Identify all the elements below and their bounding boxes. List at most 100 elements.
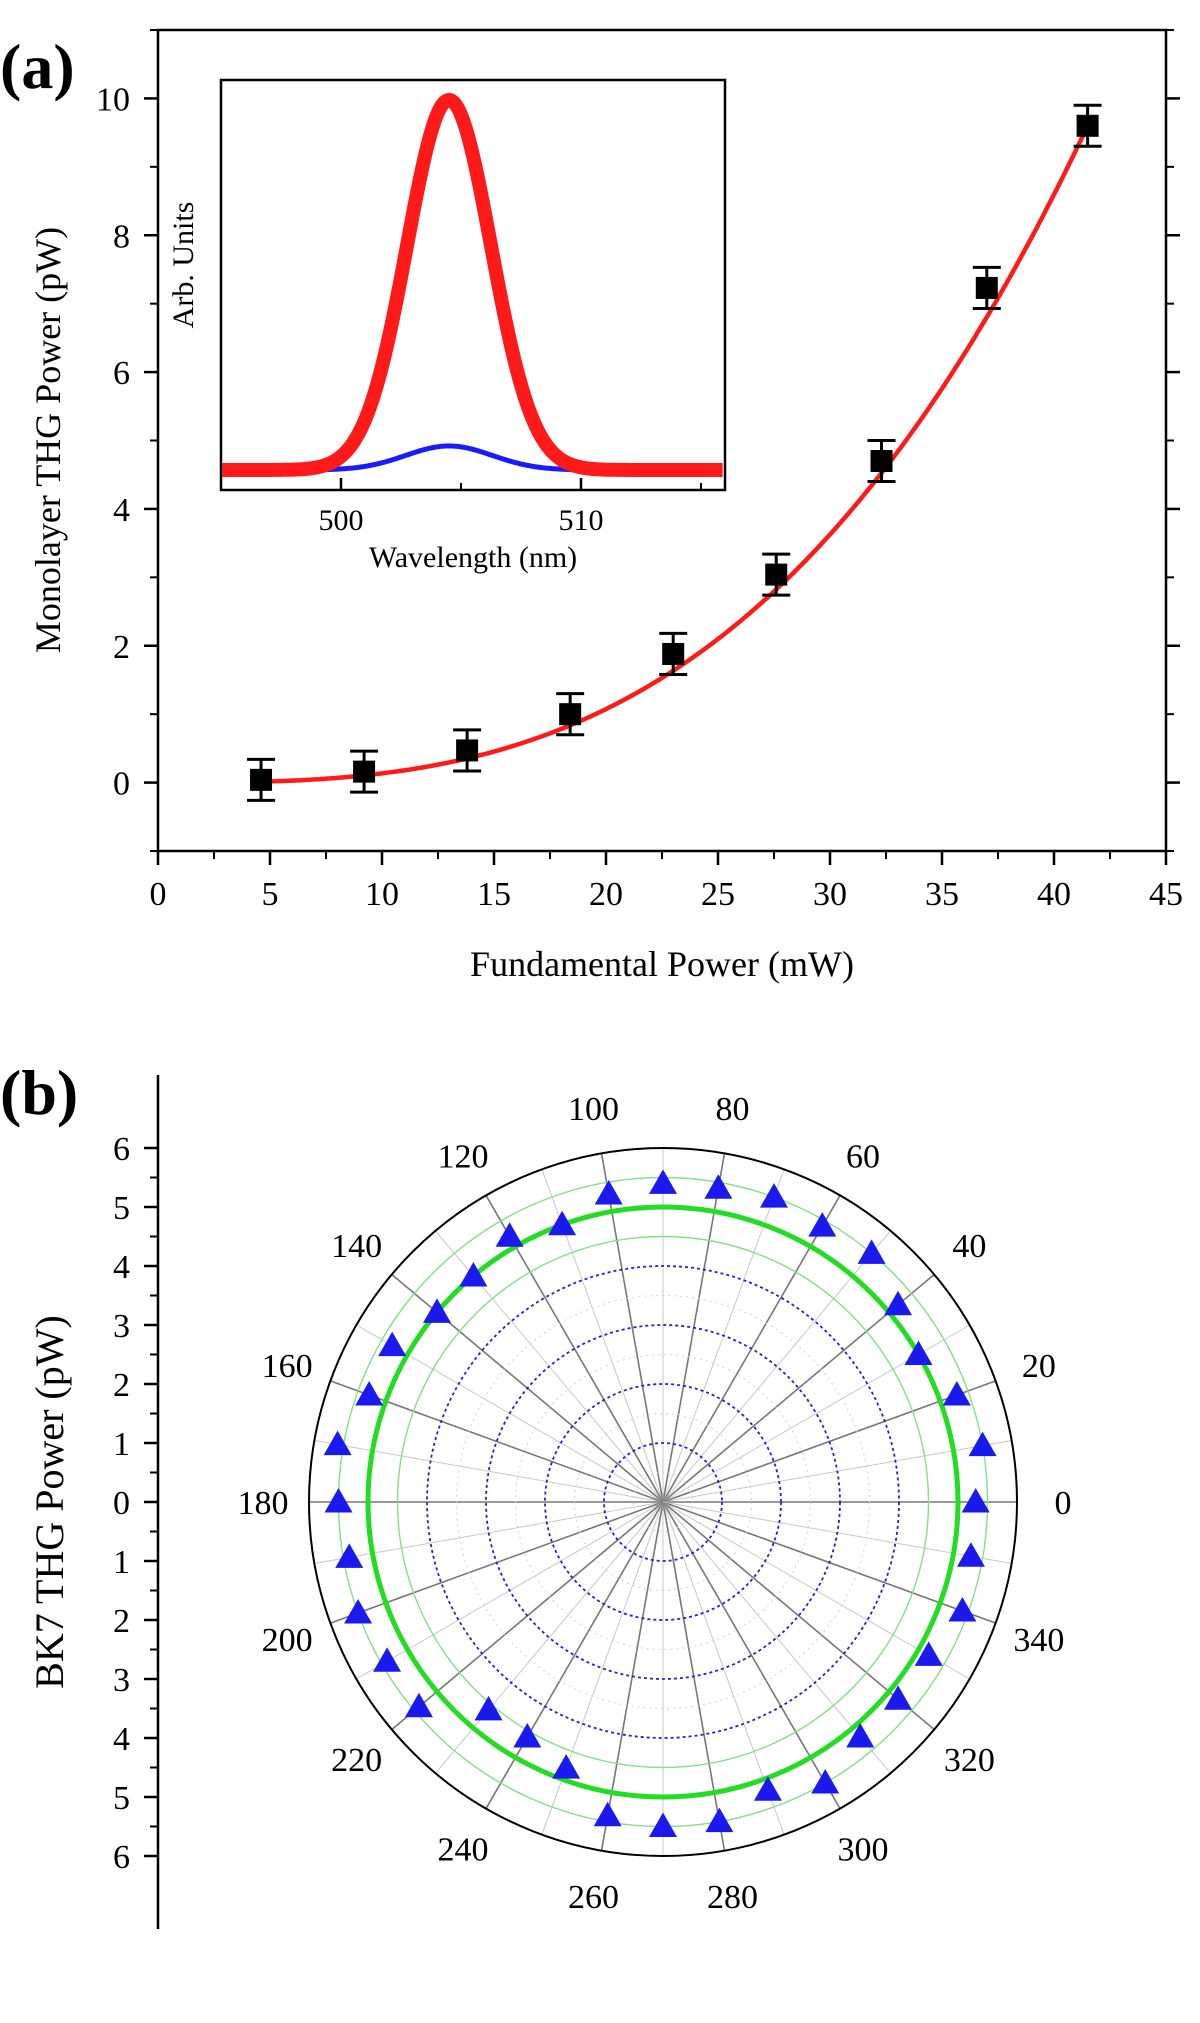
triangle-marker [404,1692,433,1718]
polar-ring-major [426,1265,900,1739]
y-tick-label: 0 [113,766,130,803]
panel-a-fit-curve [260,120,1092,784]
inset-x-tick-label: 510 [559,504,604,537]
polar-ring-minor [515,1354,811,1650]
square-marker [353,760,376,783]
radial-tick-label: 5 [113,1780,130,1817]
radial-tick-label: 4 [113,1249,130,1286]
radial-tick-label: 2 [113,1603,130,1640]
triangle-marker [548,1210,577,1236]
x-tick-label: 25 [701,876,735,913]
angle-label: 180 [238,1485,289,1522]
angle-label: 220 [331,1742,382,1779]
triangle-marker [948,1596,977,1622]
triangle-marker [373,1647,402,1672]
radial-tick-label: 4 [113,1721,130,1758]
triangle-marker [594,1180,623,1205]
angle-label: 140 [331,1228,382,1265]
triangle-marker [961,1488,990,1513]
radial-tick-label: 1 [113,1544,130,1581]
triangle-marker [495,1222,524,1247]
x-tick-label: 45 [1149,876,1183,913]
inset-x-ticks: 500 510 [319,478,702,537]
data-point [1073,103,1102,148]
data-point [762,552,791,597]
triangle-marker [474,1695,503,1721]
data-point [453,728,482,773]
panel-a-x-ticks: 0 5 10 15 20 25 30 35 40 45 [150,851,1183,913]
panel-b-polar-grid [309,1148,1017,1856]
panel-a-x-axis-title: Fundamental Power (mW) [470,944,854,984]
triangle-marker [344,1598,373,1624]
polar-ring-outer [396,1235,930,1769]
x-tick-label: 40 [1037,876,1071,913]
y-tick-label: 2 [113,629,130,666]
triangle-marker [378,1331,407,1357]
triangle-marker [968,1431,997,1457]
inset-x-axis-title: Wavelength (nm) [369,541,577,574]
angle-label: 80 [715,1091,749,1128]
triangle-marker [956,1542,985,1567]
panel-a-data-points [247,103,1102,802]
radial-tick-label: 0 [113,1485,130,1522]
triangle-marker [942,1381,971,1406]
triangle-marker [759,1183,788,1208]
inset-series-large [222,92,723,477]
angle-label: 280 [707,1879,758,1916]
panel-b-angle-labels: 0 20 40 60 80 100 120 140 160 180 200 220 240 260 280 3… [238,1091,1072,1916]
square-marker [1076,114,1099,137]
angle-label: 240 [438,1831,489,1868]
panel-b-radial-ticks: 6 5 4 3 2 1 0 1 2 3 4 5 6 [113,1131,158,1876]
angle-label: 260 [568,1879,619,1916]
panel-b-y-axis-title: BK7 THG Power (pW) [27,1315,72,1689]
square-marker [662,642,685,665]
angle-label: 200 [262,1622,313,1659]
triangle-marker [335,1543,364,1568]
triangle-marker [914,1641,943,1666]
polar-spoke-major [330,1380,664,1503]
triangle-marker [593,1801,622,1827]
triangle-marker [811,1769,840,1794]
x-tick-label: 35 [925,876,959,913]
triangle-marker [705,1807,734,1833]
triangle-marker [323,1430,352,1456]
triangle-marker [904,1340,933,1365]
angle-label: 300 [838,1831,889,1868]
radial-tick-label: 3 [113,1662,130,1699]
radial-tick-label: 5 [113,1190,130,1227]
angle-label: 60 [846,1139,880,1176]
triangle-marker [808,1212,837,1237]
polar-ring-major [485,1324,841,1680]
polar-ring-major [603,1442,723,1562]
angle-label: 0 [1055,1485,1072,1522]
triangle-marker [846,1723,875,1748]
panel-b-outer-circle [308,1147,1018,1857]
panel-a-inset: 500 510 Wavelength (nm) Arb. Units [167,78,727,574]
triangle-marker [857,1239,886,1264]
panel-b: (b) 6 5 4 3 2 1 0 1 2 3 4 5 6 BK7 THG Power (pW) 0 20… [0,1057,1072,1929]
angle-label: 320 [944,1742,995,1779]
data-point [247,757,276,802]
square-marker [456,739,479,762]
triangle-marker [753,1776,782,1801]
radial-tick-label: 2 [113,1367,130,1404]
inset-x-tick-label: 500 [319,504,364,537]
triangle-marker [704,1174,733,1199]
triangle-marker [884,1685,913,1710]
polar-ring-minor [633,1472,693,1532]
polar-ring-major [544,1383,782,1621]
square-marker [870,450,893,473]
panel-b-data-points [323,1169,997,1837]
radial-tick-label: 1 [113,1426,130,1463]
data-point [556,692,585,737]
x-tick-label: 30 [813,876,847,913]
triangle-marker [649,1812,677,1837]
inset-y-axis-title: Arb. Units [167,202,200,329]
angle-label: 160 [262,1348,313,1385]
angle-label: 40 [952,1228,986,1265]
x-tick-label: 10 [365,876,399,913]
triangle-marker [324,1488,353,1513]
square-marker [559,703,582,726]
y-tick-label: 4 [113,492,130,529]
